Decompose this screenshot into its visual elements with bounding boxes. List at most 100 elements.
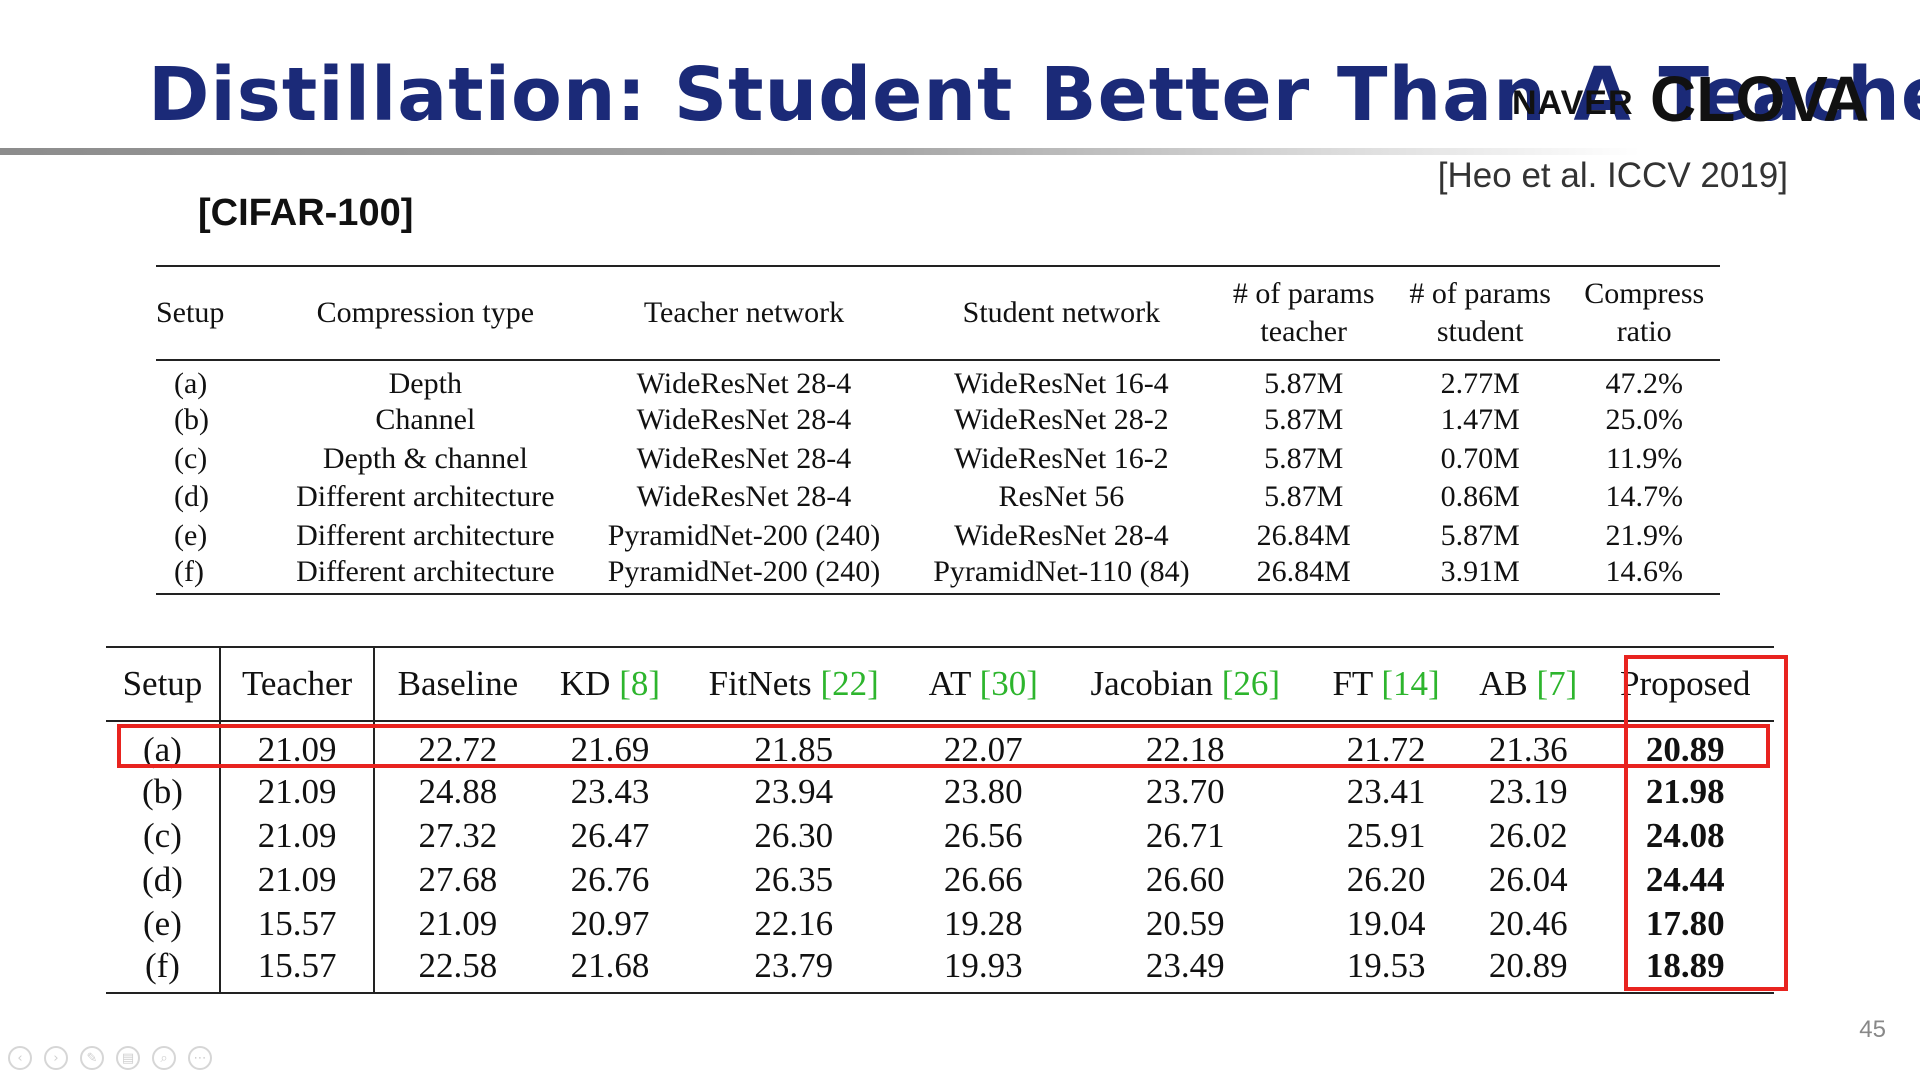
header-ab: AB [7] <box>1460 646 1597 722</box>
header-jacobian-ref: [26] <box>1221 664 1281 703</box>
table1-cell-compress-ratio: 21.9% <box>1605 518 1683 552</box>
table1-row: (c) Depth & channel WideResNet 28-4 WideRes… <box>156 440 1720 479</box>
table2-row: (b) 21.09 24.88 23.43 23.94 23.80 23.70 23.41 23… <box>106 770 1774 814</box>
table2-cell-teacher: 21.09 <box>219 858 376 902</box>
table1-cell-teacher-network: WideResNet 28-4 <box>636 367 852 400</box>
header-kd-ref: [8] <box>619 664 660 703</box>
table1-cell-params-student: 1.47M <box>1440 403 1520 437</box>
table2-cell-ft: 23.41 <box>1346 772 1426 811</box>
header-compress-ratio-line1: Compress <box>1584 277 1705 310</box>
table1-cell-compression-type: Different architecture <box>270 555 581 595</box>
zoom-icon[interactable]: ⌕ <box>152 1046 176 1070</box>
table1-cell-teacher-network: PyramidNet-200 (240) <box>580 555 908 595</box>
header-params-teacher: # of params teacher <box>1215 265 1392 361</box>
slides-icon[interactable]: ▤ <box>116 1046 140 1070</box>
table2-cell-baseline: 24.88 <box>418 772 498 811</box>
table2-row: (f) 15.57 22.58 21.68 23.79 19.93 23.49 19.53 20… <box>106 946 1774 994</box>
prev-icon[interactable]: ‹ <box>8 1046 32 1070</box>
header-teacher: Teacher <box>219 646 376 722</box>
compression-setup-table: Setup Compression type Teacher network S… <box>156 265 1720 595</box>
table1-row: (d) Different architecture WideResNet 28-4… <box>156 478 1720 517</box>
clova-logo-text: CLOVA <box>1650 63 1870 135</box>
header-kd-label: KD <box>559 664 611 703</box>
table1-cell-params-teacher: 5.87M <box>1264 403 1344 437</box>
header-jacobian-label: Jacobian <box>1090 664 1213 703</box>
table1-cell-params-teacher: 5.87M <box>1264 441 1344 475</box>
header-compress-ratio: Compress ratio <box>1568 265 1720 361</box>
table1-row: (e) Different architecture PyramidNet-200 … <box>156 517 1720 556</box>
table2-cell-setup: (a) <box>106 721 221 770</box>
table1-cell-compress-ratio: 47.2% <box>1605 367 1683 400</box>
table1-cell-params-student: 0.70M <box>1440 441 1520 475</box>
table2-cell-baseline: 21.09 <box>418 904 498 943</box>
table2-cell-proposed: 17.80 <box>1645 904 1725 943</box>
table2-cell-at: 22.07 <box>943 730 1023 769</box>
table1-cell-setup: (e) <box>174 518 208 552</box>
table1-cell-setup: (f) <box>156 555 270 595</box>
header-compress-ratio-line2: ratio <box>1616 315 1672 348</box>
header-jacobian: Jacobian [26] <box>1058 646 1313 722</box>
table2-cell-setup: (c) <box>106 814 221 858</box>
table2-cell-proposed: 21.98 <box>1645 772 1725 811</box>
header-at-label: AT <box>928 664 971 703</box>
header-ab-label: AB <box>1479 664 1528 703</box>
table2-row: (d) 21.09 27.68 26.76 26.35 26.66 26.60 26.20 26… <box>106 858 1774 902</box>
table2-cell-baseline: 22.72 <box>418 730 498 769</box>
table2-cell-at: 19.28 <box>943 904 1023 943</box>
header-baseline: Baseline <box>374 646 541 722</box>
table1-cell-student-network: WideResNet 28-4 <box>954 518 1169 552</box>
table1-cell-compression-type: Depth <box>388 367 462 400</box>
slideshow-controls: ‹ › ✎ ▤ ⌕ ⋯ <box>8 1046 212 1072</box>
table2-cell-fitnets: 26.35 <box>754 860 834 899</box>
table2-cell-fitnets: 23.94 <box>754 772 834 811</box>
table2-cell-kd: 20.97 <box>570 904 650 943</box>
table2-cell-setup: (e) <box>106 902 221 946</box>
table2-cell-ft: 19.04 <box>1346 904 1426 943</box>
table1-cell-student-network: ResNet 56 <box>998 480 1125 514</box>
table2-cell-jacobian: 23.49 <box>1058 946 1313 994</box>
table2-cell-fitnets: 26.30 <box>754 816 834 855</box>
table1-cell-student-network: WideResNet 28-2 <box>954 403 1169 437</box>
citation: [Heo et al. ICCV 2019] <box>1437 156 1788 195</box>
header-fitnets-ref: [22] <box>820 664 879 703</box>
table2-cell-ab: 20.89 <box>1460 946 1597 994</box>
table2-cell-setup: (d) <box>106 858 221 902</box>
slide-title: Distillation: Student Better Than A Teac… <box>148 52 1920 138</box>
table2-cell-ab: 26.02 <box>1488 816 1568 855</box>
table2-cell-jacobian: 22.18 <box>1145 730 1225 769</box>
table2-cell-jacobian: 26.71 <box>1145 816 1225 855</box>
table1-cell-student-network: WideResNet 16-2 <box>954 441 1169 475</box>
table1-cell-compression-type: Depth & channel <box>322 441 528 475</box>
table1-cell-compress-ratio: 11.9% <box>1605 441 1683 475</box>
header-student-network: Student network <box>907 265 1216 361</box>
table2-cell-teacher: 21.09 <box>219 814 376 858</box>
table2-cell-ft: 19.53 <box>1312 946 1461 994</box>
table2-header-row: Setup Teacher Baseline KD [8] FitNets [2… <box>106 646 1774 722</box>
table2-cell-baseline: 22.58 <box>374 946 541 994</box>
table1-row: (b) Channel WideResNet 28-4 WideResNet 28-2… <box>156 401 1720 440</box>
table2-cell-ab: 20.46 <box>1488 904 1568 943</box>
table2-cell-at: 19.93 <box>908 946 1059 994</box>
table2-cell-at: 26.66 <box>943 860 1023 899</box>
table1-cell-setup: (a) <box>174 367 208 400</box>
table1-cell-params-student: 3.91M <box>1391 555 1569 595</box>
table1-cell-compress-ratio: 14.6% <box>1568 555 1720 595</box>
pen-icon[interactable]: ✎ <box>80 1046 104 1070</box>
table2-cell-jacobian: 26.60 <box>1145 860 1225 899</box>
table2-cell-jacobian: 23.70 <box>1145 772 1225 811</box>
table2-cell-setup: (f) <box>106 946 221 994</box>
table2-cell-kd: 23.43 <box>570 772 650 811</box>
more-icon[interactable]: ⋯ <box>188 1046 212 1070</box>
next-icon[interactable]: › <box>44 1046 68 1070</box>
table1-cell-params-student: 0.86M <box>1440 480 1520 514</box>
table1-cell-params-teacher: 26.84M <box>1215 555 1392 595</box>
table1-cell-params-student: 5.87M <box>1440 518 1520 552</box>
naver-logo-text: NAVER <box>1512 84 1634 122</box>
header-ft-label: FT <box>1332 664 1373 703</box>
header-kd: KD [8] <box>540 646 680 722</box>
table1-cell-params-teacher: 5.87M <box>1264 367 1344 400</box>
highlight-row-a-box <box>117 724 1770 768</box>
table2-cell-ab: 26.04 <box>1488 860 1568 899</box>
header-ft: FT [14] <box>1312 646 1461 722</box>
table2-cell-baseline: 27.32 <box>418 816 498 855</box>
